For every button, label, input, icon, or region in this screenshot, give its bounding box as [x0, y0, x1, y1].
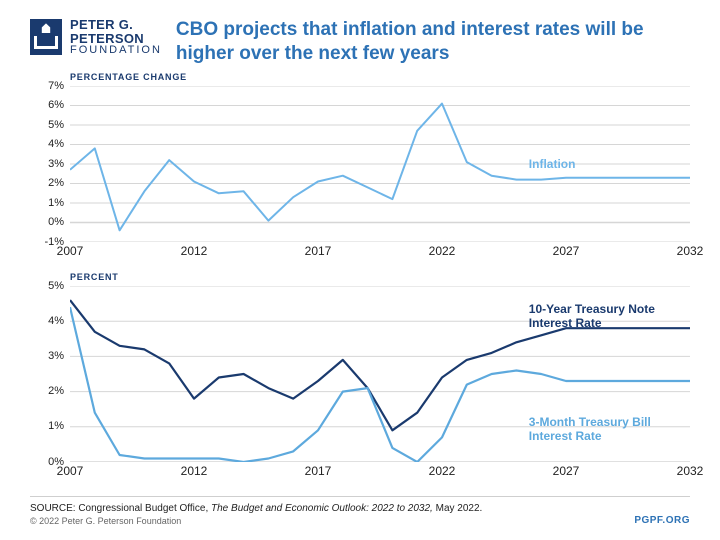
- source-suffix: May 2022.: [433, 503, 482, 514]
- header: PETER G. PETERSON FOUNDATION CBO project…: [30, 18, 690, 66]
- chart-title: CBO projects that inflation and interest…: [176, 18, 676, 66]
- series-label: Inflation: [529, 158, 669, 172]
- pgpf-link: PGPF.ORG: [634, 515, 690, 526]
- source-prefix: SOURCE: Congressional Budget Office,: [30, 503, 211, 514]
- logo-line3: FOUNDATION: [70, 45, 162, 57]
- interest-rate-chart: Percent 0%1%2%3%4%5% 2007201220172022202…: [30, 272, 690, 482]
- chart2-xticks: 200720122017202220272032: [70, 464, 690, 482]
- logo-line1: PETER G.: [70, 18, 162, 32]
- inflation-chart: Percentage Change -1%0%1%2%3%4%5%6%7% 20…: [30, 72, 690, 262]
- logo-line2: PETERSON: [70, 32, 162, 46]
- source-ital: The Budget and Economic Outlook: 2022 to…: [211, 503, 433, 514]
- chart1-xticks: 200720122017202220272032: [70, 244, 690, 262]
- series-label: 10-Year Treasury Note Interest Rate: [529, 303, 669, 331]
- chart2-ylabel: Percent: [70, 272, 119, 282]
- footer: SOURCE: Congressional Budget Office, The…: [30, 496, 690, 526]
- chart1-yticks: -1%0%1%2%3%4%5%6%7%: [30, 86, 66, 242]
- series-label: 3-Month Treasury Bill Interest Rate: [529, 416, 669, 444]
- logo-text: PETER G. PETERSON FOUNDATION: [70, 18, 162, 57]
- chart2-yticks: 0%1%2%3%4%5%: [30, 286, 66, 462]
- chart1-ylabel: Percentage Change: [70, 72, 187, 82]
- source-line: SOURCE: Congressional Budget Office, The…: [30, 503, 690, 514]
- logo-mark-icon: [30, 19, 62, 55]
- logo: PETER G. PETERSON FOUNDATION: [30, 18, 162, 57]
- copyright: © 2022 Peter G. Peterson Foundation: [30, 516, 690, 526]
